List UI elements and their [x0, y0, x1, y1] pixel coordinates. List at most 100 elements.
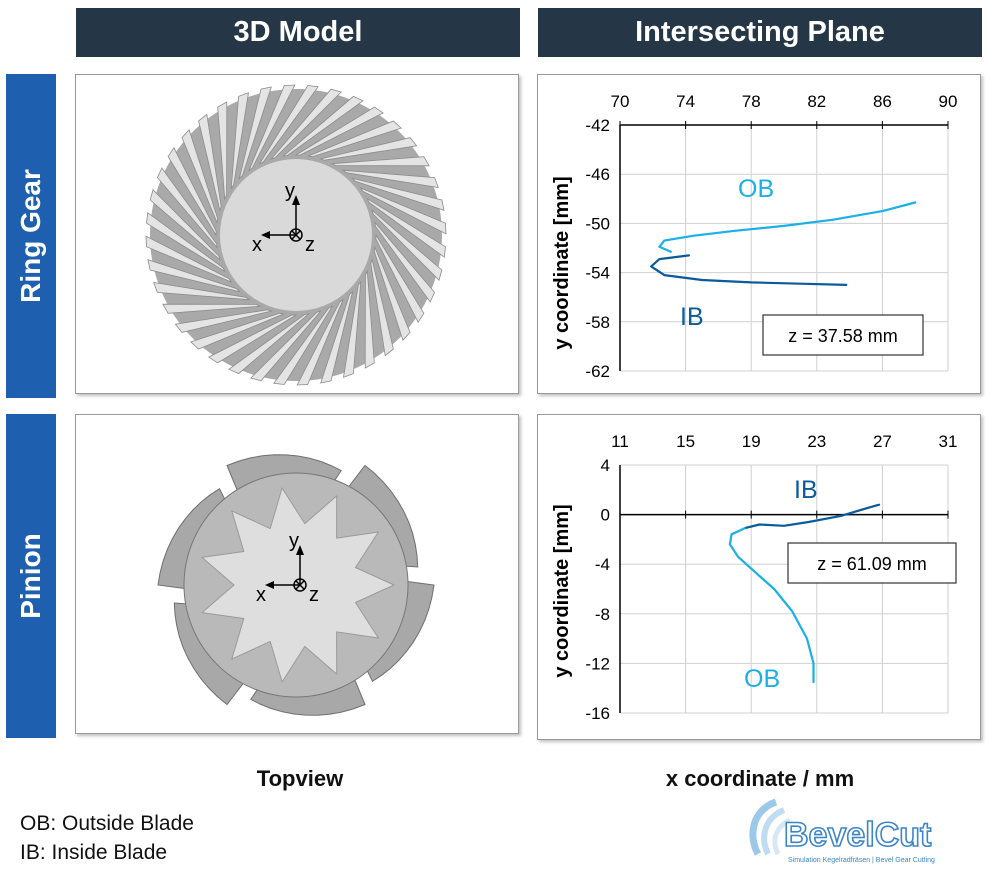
ring-gear-tooth-gap [153, 281, 251, 301]
ring-gear-tooth-gap [374, 221, 436, 303]
ring-axis-x-label: x [252, 234, 262, 256]
y-tick-label: -16 [585, 704, 610, 723]
pinion-image [157, 454, 435, 716]
pinion-axis-x-label: x [256, 584, 266, 606]
ring-axis-y-label: y [285, 180, 295, 202]
ring-gear-tooth-gap [364, 269, 375, 369]
ring-gear-tooth-gap [296, 298, 344, 386]
ring-gear-tooth-gap [145, 235, 233, 283]
y-tick-label: 4 [601, 456, 610, 475]
pinion-model-panel: y x z [75, 414, 519, 734]
bevelcut-logo: BevelCut Simulation Kegelradfräsen | Bev… [738, 796, 978, 866]
y-tick-label: -54 [585, 264, 610, 283]
ring-gear-tooth-gap [174, 309, 273, 333]
y-tick-label: -8 [595, 605, 610, 624]
y-tick-label: -62 [585, 362, 610, 381]
annotation-box [762, 314, 924, 356]
ring-gear-tooth-gap [146, 212, 226, 273]
annotation-box [787, 542, 957, 584]
logo-text: BevelCut [784, 816, 931, 854]
bevelcut-logo-graphic: BevelCut Simulation Kegelradfräsen | Bev… [749, 798, 935, 864]
pinion-axis-triad: y x z [256, 530, 319, 606]
ring-gear-tooth-gap [341, 169, 439, 189]
ring-gear-model-panel: y x z [75, 74, 519, 394]
x-tick-label: 15 [676, 432, 695, 451]
ring-gear-tooth-gap [319, 137, 418, 161]
x-tick-label: 90 [939, 92, 958, 111]
ring-gear-tooth-gap [162, 303, 262, 314]
ring-gear-tooth-gap [167, 147, 217, 237]
ring-gear-tooth-gap [366, 197, 446, 258]
series-label-ob: OB [744, 665, 780, 693]
ring-gear-tooth-gap [270, 88, 342, 160]
y-tick-label: -42 [585, 116, 610, 135]
ring-gear-tooth-gap [208, 314, 298, 364]
x-tick-label: 19 [742, 432, 761, 451]
ring-gear-tooth-gap [190, 312, 285, 350]
series-label-ib: IB [680, 303, 704, 331]
legend-ib: IB: Inside Blade [20, 841, 168, 864]
series-line-ob [658, 201, 917, 253]
y-tick-label: 0 [601, 506, 610, 525]
series-line-ib [650, 254, 848, 286]
row-label-pinion: Pinion [6, 414, 56, 738]
x-tick-label: 70 [611, 92, 630, 111]
x-tick-label: 11 [611, 432, 629, 451]
row-label-pinion-text: Pinion [15, 533, 47, 619]
ring-gear-tooth-gap [307, 120, 402, 158]
pinion-axis-z-label: z [309, 584, 319, 606]
ring-gear-tooth-gap [370, 258, 394, 357]
pinion-illustration: y x z [157, 454, 435, 716]
ring-gear-tooth-gap [230, 92, 250, 190]
ring-gear-tooth-gap [351, 177, 445, 211]
ring-gear-tooth-gap [248, 84, 296, 172]
y-tick-label: -4 [595, 555, 610, 574]
ring-gear-tooth-gap [258, 85, 319, 165]
ring-gear-image [145, 84, 447, 386]
y-tick-label: -12 [585, 654, 610, 673]
y-tick-label: -50 [585, 214, 610, 233]
x-tick-label: 23 [807, 432, 826, 451]
ring-gear-tooth-gap [294, 106, 384, 156]
series-label-ib: IB [794, 476, 818, 504]
ring-gear-tooth-gap [320, 290, 354, 384]
ring-gear-chart: 70 74 78 82 86 90 -42 -46 -50 -54 -58 -62 OB IB z = 37… [551, 92, 958, 381]
ring-gear-tooth-gap [147, 259, 241, 293]
ring-gear-tooth-gap [156, 167, 218, 249]
annotation-text: z = 61.09 mm [817, 554, 927, 574]
ring-gear-tooth-gap [149, 189, 221, 261]
ring-axis-z-label: z [305, 234, 315, 256]
ring-gear-illustration: y x z [145, 84, 447, 386]
x-tick-label: 74 [676, 92, 695, 111]
x-tick-label: 27 [873, 432, 892, 451]
y-tick-label: -58 [585, 313, 610, 332]
pinion-chart: 11 15 19 23 27 31 4 0 -4 -8 -12 -16 IB OB z = 61.09 mm… [551, 432, 958, 723]
logo-tagline: Simulation Kegelradfräsen | Bevel Gear C… [788, 857, 935, 864]
x-tick-label: 86 [873, 92, 892, 111]
ring-chart-ylabel: y coordinate [mm] [551, 176, 573, 349]
ring-gear-tooth-gap [359, 187, 447, 235]
series-line-ob [728, 527, 815, 684]
x-tick-label: 31 [939, 432, 958, 451]
ring-gear-tooth-gap [273, 305, 334, 385]
row-label-ring-gear-text: Ring Gear [15, 169, 46, 303]
y-tick-label: -46 [585, 165, 610, 184]
legend-ob: OB: Outside Blade [20, 812, 194, 835]
header-intersecting-plane: Intersecting Plane [538, 8, 982, 57]
annotation-text: z = 37.58 mm [788, 326, 898, 346]
caption-x-coordinate: x coordinate / mm [665, 766, 855, 791]
series-label-ob: OB [738, 175, 774, 203]
series-line-ib [743, 503, 881, 530]
ring-gear-tooth-gap [342, 280, 362, 378]
ring-gear-tooth-gap [238, 86, 272, 180]
ring-gear-tooth-gap [198, 113, 222, 212]
ring-gear-tooth-gap [181, 129, 219, 224]
ring-gear-tooth-gap [373, 246, 411, 341]
header-3d-model: 3D Model [76, 8, 520, 57]
ring-gear-chart-panel: 70 74 78 82 86 90 -42 -46 -50 -54 -58 -62 OB IB z = 37… [537, 74, 981, 394]
ring-gear-tooth-gap [282, 95, 364, 157]
row-label-ring-gear: Ring Gear [6, 74, 56, 398]
x-tick-label: 78 [742, 92, 761, 111]
ring-gear-tooth-gap [228, 313, 310, 375]
ring-gear-tooth-gap [250, 310, 322, 382]
